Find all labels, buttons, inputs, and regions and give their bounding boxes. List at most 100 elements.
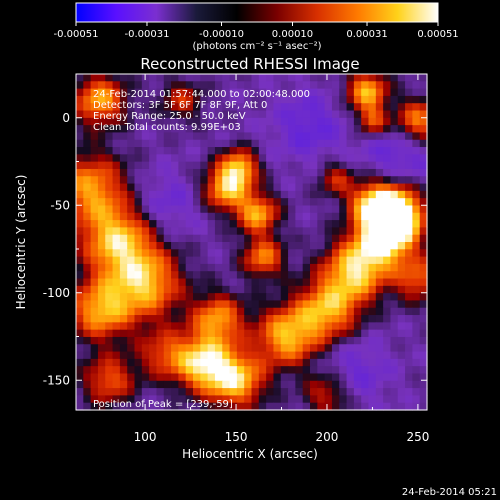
heatmap-cell <box>412 336 421 345</box>
heatmap-cell <box>156 285 165 294</box>
heatmap-cell <box>346 402 355 411</box>
heatmap-cell <box>258 227 267 236</box>
heatmap-cell <box>273 380 282 389</box>
heatmap-cell <box>105 205 114 214</box>
heatmap-cell <box>361 285 370 294</box>
heatmap-cell <box>280 147 289 155</box>
heatmap-cell <box>178 147 187 155</box>
heatmap-cell <box>251 263 260 272</box>
heatmap-cell <box>346 249 355 258</box>
heatmap-cell <box>90 154 99 163</box>
heatmap-cell <box>353 110 362 119</box>
heatmap-cell <box>149 190 158 199</box>
heatmap-cell <box>419 227 428 236</box>
heatmap-cell <box>90 293 99 302</box>
heatmap-cell <box>375 315 384 323</box>
heatmap-cell <box>412 198 421 207</box>
heatmap-cell <box>258 293 267 302</box>
heatmap-cell <box>185 220 194 228</box>
heatmap-cell <box>339 139 348 148</box>
heatmap-cell <box>229 168 238 177</box>
heatmap-cell <box>105 212 114 221</box>
heatmap-cell <box>244 88 253 97</box>
heatmap-cell <box>302 249 311 258</box>
heatmap-cell <box>405 176 413 185</box>
heatmap-cell <box>112 263 121 272</box>
heatmap-cell <box>368 117 377 126</box>
heatmap-cell <box>288 395 296 404</box>
heatmap-cell <box>331 358 340 367</box>
heatmap-cell <box>302 147 311 155</box>
heatmap-cell <box>222 117 231 126</box>
heatmap-cell <box>207 154 216 163</box>
heatmap-cell <box>171 315 179 323</box>
heatmap-cell <box>390 395 399 404</box>
heatmap-cell <box>375 198 384 207</box>
heatmap-cell <box>375 263 384 272</box>
heatmap-cell <box>361 110 370 119</box>
heatmap-cell <box>236 242 245 250</box>
heatmap-cell <box>273 329 282 338</box>
heatmap-cell <box>185 190 194 199</box>
heatmap-cell <box>229 336 238 345</box>
heatmap-cell <box>383 293 392 302</box>
heatmap-cell <box>258 110 267 119</box>
heatmap-cell <box>251 300 260 309</box>
heatmap-cell <box>178 139 187 148</box>
heatmap-cell <box>178 161 187 170</box>
heatmap-cell <box>302 110 311 119</box>
heatmap-cell <box>127 190 136 199</box>
heatmap-cell <box>200 300 209 309</box>
heatmap-cell <box>419 322 428 331</box>
heatmap-cell <box>368 366 377 375</box>
heatmap-cell <box>105 190 114 199</box>
heatmap-cell <box>149 103 158 112</box>
heatmap-cell <box>97 395 106 404</box>
heatmap-cell <box>317 351 326 360</box>
heatmap-cell <box>127 88 136 97</box>
heatmap-cell <box>295 154 304 163</box>
heatmap-cell <box>127 220 136 228</box>
heatmap-cell <box>258 198 267 207</box>
heatmap-cell <box>280 395 289 404</box>
heatmap-cell <box>339 74 348 82</box>
heatmap-cell <box>222 154 231 163</box>
heatmap-cell <box>105 329 114 338</box>
heatmap-cell <box>76 242 84 250</box>
heatmap-cell <box>112 198 121 207</box>
heatmap-cell <box>280 271 289 280</box>
heatmap-cell <box>353 380 362 389</box>
heatmap-cell <box>149 256 158 265</box>
heatmap-cell <box>163 220 172 228</box>
heatmap-cell <box>214 336 223 345</box>
heatmap-cell <box>112 388 121 396</box>
heatmap-cell <box>193 139 201 148</box>
heatmap-cell <box>331 395 340 404</box>
heatmap-cell <box>266 190 275 199</box>
heatmap-cell <box>76 300 84 309</box>
heatmap-cell <box>149 205 158 214</box>
heatmap-cell <box>317 125 326 134</box>
heatmap-cell <box>346 205 355 214</box>
heatmap-cell <box>90 402 99 411</box>
heatmap-cell <box>361 176 370 185</box>
heatmap-cell <box>149 168 158 177</box>
heatmap-cell <box>214 373 223 382</box>
heatmap-cell <box>163 139 172 148</box>
heatmap-cell <box>156 147 165 155</box>
heatmap-cell <box>178 366 187 375</box>
heatmap-cell <box>419 380 428 389</box>
heatmap-cell <box>412 358 421 367</box>
heatmap-cell <box>76 315 84 323</box>
info-time-range: 24-Feb-2014 01:57:44.000 to 02:00:48.000 <box>93 89 310 100</box>
heatmap-cell <box>339 161 348 170</box>
heatmap-cell <box>368 307 377 316</box>
heatmap-cell <box>339 271 348 280</box>
heatmap-cell <box>390 285 399 294</box>
heatmap-cell <box>97 176 106 185</box>
heatmap-cell <box>200 249 209 258</box>
heatmap-cell <box>119 190 128 199</box>
heatmap-cell <box>207 74 216 82</box>
heatmap-cell <box>214 358 223 367</box>
heatmap-cell <box>368 402 377 411</box>
